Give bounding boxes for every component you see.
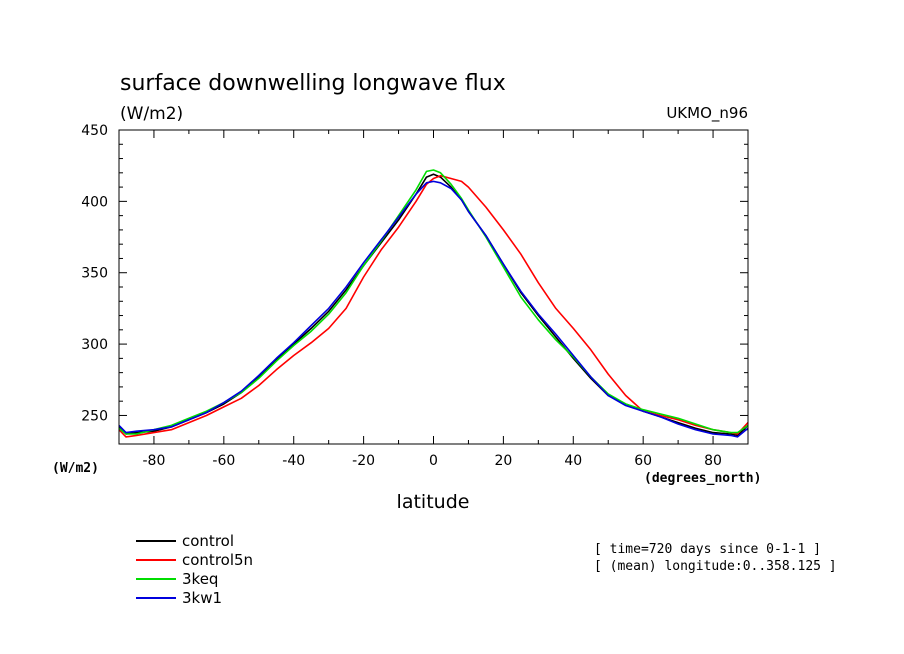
series-line-3keq — [118, 169, 749, 435]
y-tick-label: 400 — [81, 194, 108, 210]
x-axis-ticks: -80 -60 -40 -20 0 20 40 60 80 — [118, 130, 749, 469]
plot-frame — [118, 129, 749, 445]
units-label: (W/m2) — [120, 104, 183, 124]
x-tick-label: 20 — [494, 453, 512, 469]
legend-label-3kw1: 3kw1 — [182, 589, 222, 607]
x-units-label: (degrees_north) — [644, 471, 761, 486]
info-time: [ time=720 days since 0-1-1 ] — [594, 542, 821, 557]
x-tick-label: 0 — [429, 453, 438, 469]
info-longitude: [ (mean) longitude:0..358.125 ] — [594, 559, 837, 574]
y-tick-label: 300 — [81, 337, 108, 353]
x-tick-label: -80 — [143, 453, 166, 469]
series-line-control — [118, 173, 749, 437]
legend-label-3keq: 3keq — [182, 570, 218, 588]
y-units-label: (W/m2) — [52, 461, 99, 476]
x-tick-label: -20 — [352, 453, 375, 469]
y-tick-label: 450 — [81, 123, 108, 139]
x-tick-label: -40 — [282, 453, 305, 469]
legend-label-control: control — [182, 532, 234, 550]
chart-title: surface downwelling longwave flux — [120, 71, 506, 96]
series-lines — [118, 169, 749, 438]
series-line-3kw1 — [118, 180, 749, 438]
y-tick-label: 350 — [81, 266, 108, 282]
x-tick-label: 80 — [704, 453, 722, 469]
series-line-control5n — [118, 174, 749, 438]
model-label: UKMO_n96 — [666, 104, 748, 123]
x-tick-label: 60 — [634, 453, 652, 469]
x-tick-label: 40 — [564, 453, 582, 469]
x-axis-label: latitude — [397, 491, 470, 513]
x-tick-label: -60 — [212, 453, 235, 469]
y-tick-label: 250 — [81, 408, 108, 424]
y-axis-ticks: 250 300 350 400 450 — [81, 123, 748, 445]
legend-label-control5n: control5n — [182, 551, 253, 569]
